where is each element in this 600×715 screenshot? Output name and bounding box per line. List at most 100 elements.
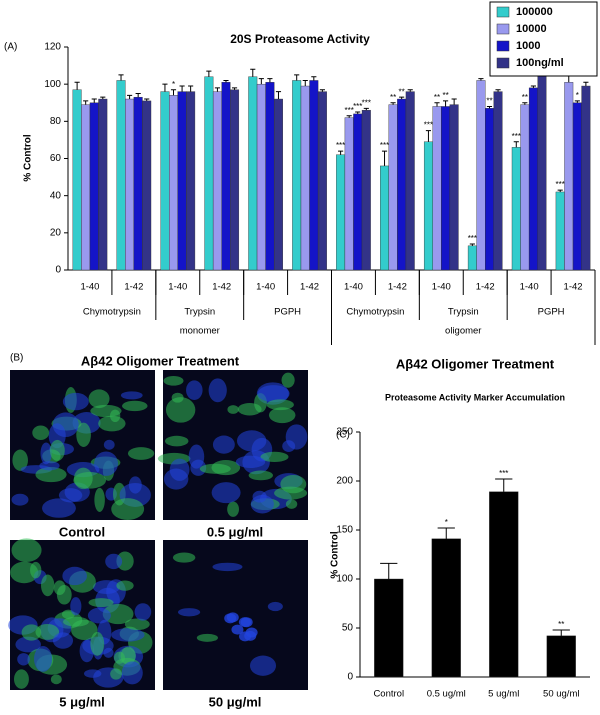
cell	[88, 389, 110, 409]
chart-title: Proteasome Activity Marker Accumulation	[385, 392, 565, 402]
error-bar	[311, 76, 317, 81]
significance: ***	[556, 180, 565, 189]
cell	[39, 461, 60, 471]
cell	[274, 486, 308, 500]
bar	[520, 104, 530, 271]
panel-title: Aβ42 Oligomer Treatment	[81, 353, 240, 368]
cell	[32, 425, 50, 441]
bar	[441, 106, 451, 271]
error-bar	[495, 478, 513, 492]
x-tick-label: oligomer	[445, 326, 481, 337]
bar	[546, 635, 576, 678]
cell	[116, 580, 134, 591]
cell	[73, 467, 93, 490]
bar	[528, 87, 538, 271]
error-bar	[437, 527, 455, 539]
x-tick-label: Chymotrypsin	[83, 307, 141, 318]
legend-swatch	[496, 23, 510, 35]
bar	[432, 106, 442, 271]
bar	[344, 117, 354, 271]
error-bar	[407, 89, 413, 92]
y-tick-label: 40	[50, 190, 62, 201]
cell	[70, 597, 82, 616]
cell	[249, 655, 277, 676]
cell	[58, 488, 83, 503]
significance: **	[486, 97, 492, 106]
bar	[273, 98, 283, 271]
x-tick-label: 1-40	[256, 282, 275, 293]
error-bar	[258, 78, 264, 85]
cell	[122, 400, 148, 412]
bar	[572, 102, 582, 271]
bar	[537, 70, 547, 271]
bar	[72, 89, 82, 271]
cell	[11, 493, 29, 506]
cell	[62, 392, 89, 411]
bar	[186, 91, 196, 271]
cell	[111, 628, 145, 642]
bar	[265, 82, 275, 271]
bar	[555, 191, 565, 271]
cell	[235, 455, 266, 468]
cell	[188, 444, 205, 469]
cell	[196, 633, 218, 642]
significance: ***	[468, 234, 477, 243]
error-bar	[250, 68, 256, 77]
error-bar	[275, 91, 282, 100]
error-bar	[522, 102, 528, 105]
bar	[248, 76, 258, 271]
cell	[227, 501, 239, 517]
cell	[62, 566, 87, 586]
cell	[248, 470, 273, 481]
bar	[476, 80, 486, 271]
x-tick-label: Trypsin	[448, 307, 479, 318]
bar	[256, 83, 266, 271]
cell	[236, 430, 267, 452]
bar	[300, 85, 310, 271]
bar	[98, 98, 108, 271]
error-bar	[294, 74, 300, 81]
significance: *	[445, 518, 448, 527]
error-bar	[302, 79, 308, 87]
bar	[81, 104, 91, 271]
cell	[250, 494, 274, 514]
error-bar	[91, 98, 97, 103]
error-bar	[530, 85, 536, 88]
error-bar	[434, 102, 440, 107]
significance: ***	[424, 121, 433, 130]
y-tick-label: 50	[342, 623, 354, 634]
x-tick-label: 50 ug/ml	[543, 689, 579, 700]
y-axis-label: % Control	[330, 531, 341, 578]
error-bar	[399, 96, 405, 100]
cell	[88, 598, 114, 608]
cell	[35, 623, 60, 640]
bar	[169, 95, 178, 271]
bar	[204, 76, 214, 271]
panel-label: (B)	[10, 353, 23, 364]
cell	[94, 451, 118, 476]
x-tick-label: 0.5 ug/ml	[427, 689, 466, 700]
cell	[121, 661, 143, 685]
x-tick-label: 1-42	[476, 282, 495, 293]
bar	[336, 154, 346, 271]
x-tick-label: 1-40	[432, 282, 451, 293]
cell	[116, 551, 134, 571]
cell	[186, 380, 203, 400]
cell	[231, 624, 244, 635]
cell	[239, 631, 252, 642]
x-tick-label: Trypsin	[184, 307, 215, 318]
error-bar	[355, 111, 361, 114]
bar	[361, 109, 371, 271]
y-tick-label: 100	[44, 79, 61, 90]
cell	[13, 669, 29, 689]
error-bar	[478, 78, 484, 81]
error-bar	[144, 98, 150, 101]
error-bar	[170, 89, 177, 96]
significance: ***	[336, 141, 345, 150]
x-tick-label: Control	[373, 689, 404, 700]
significance: **	[434, 93, 440, 102]
error-bar	[118, 74, 124, 81]
error-bar	[513, 141, 519, 148]
error-bar	[451, 98, 457, 105]
cell	[267, 601, 283, 612]
